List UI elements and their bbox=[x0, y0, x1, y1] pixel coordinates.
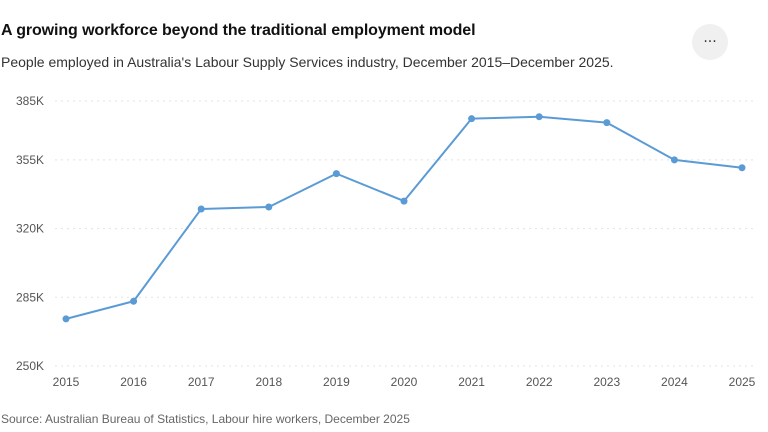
data-point-2015[interactable] bbox=[62, 315, 70, 323]
y-tick-label: 250K bbox=[16, 359, 44, 373]
more-options-icon: ··· bbox=[703, 34, 717, 50]
y-tick-label: 285K bbox=[16, 290, 44, 304]
x-tick-label: 2018 bbox=[255, 375, 282, 389]
x-tick-label: 2022 bbox=[526, 375, 553, 389]
x-tick-label: 2023 bbox=[593, 375, 620, 389]
y-gridlines bbox=[55, 100, 755, 367]
chart-subtitle: People employed in Australia's Labour Su… bbox=[1, 54, 614, 70]
x-tick-label: 2015 bbox=[53, 375, 80, 389]
data-point-2021[interactable] bbox=[468, 115, 476, 123]
data-point-2024[interactable] bbox=[670, 156, 678, 164]
series-points bbox=[62, 113, 746, 323]
source-note: Source: Australian Bureau of Statistics,… bbox=[1, 412, 410, 426]
y-tick-label: 320K bbox=[16, 222, 44, 236]
data-point-2022[interactable] bbox=[535, 113, 543, 121]
data-point-2019[interactable] bbox=[332, 170, 340, 178]
more-options-button[interactable]: ··· bbox=[692, 24, 728, 60]
x-tick-label: 2025 bbox=[729, 375, 756, 389]
data-point-2023[interactable] bbox=[603, 119, 611, 127]
x-tick-label: 2021 bbox=[458, 375, 485, 389]
y-axis-labels: 250K 285K 320K 355K 385K bbox=[16, 94, 44, 373]
y-tick-label: 355K bbox=[16, 153, 44, 167]
series-line-group bbox=[65, 115, 743, 320]
x-tick-label: 2024 bbox=[661, 375, 688, 389]
x-tick-label: 2020 bbox=[391, 375, 418, 389]
x-axis-labels: 2015 2016 2017 2018 2019 2020 2021 2022 2023 2024… bbox=[53, 375, 756, 389]
data-point-2020[interactable] bbox=[400, 197, 408, 205]
data-point-2025[interactable] bbox=[738, 164, 746, 172]
y-tick-label: 385K bbox=[16, 94, 44, 108]
x-tick-label: 2017 bbox=[188, 375, 215, 389]
x-tick-label: 2019 bbox=[323, 375, 350, 389]
x-tick-label: 2016 bbox=[120, 375, 147, 389]
data-point-2017[interactable] bbox=[197, 205, 205, 213]
data-point-2016[interactable] bbox=[130, 297, 138, 305]
data-point-2018[interactable] bbox=[265, 203, 273, 211]
series-line bbox=[65, 115, 743, 320]
chart-title: A growing workforce beyond the tradition… bbox=[1, 22, 476, 39]
